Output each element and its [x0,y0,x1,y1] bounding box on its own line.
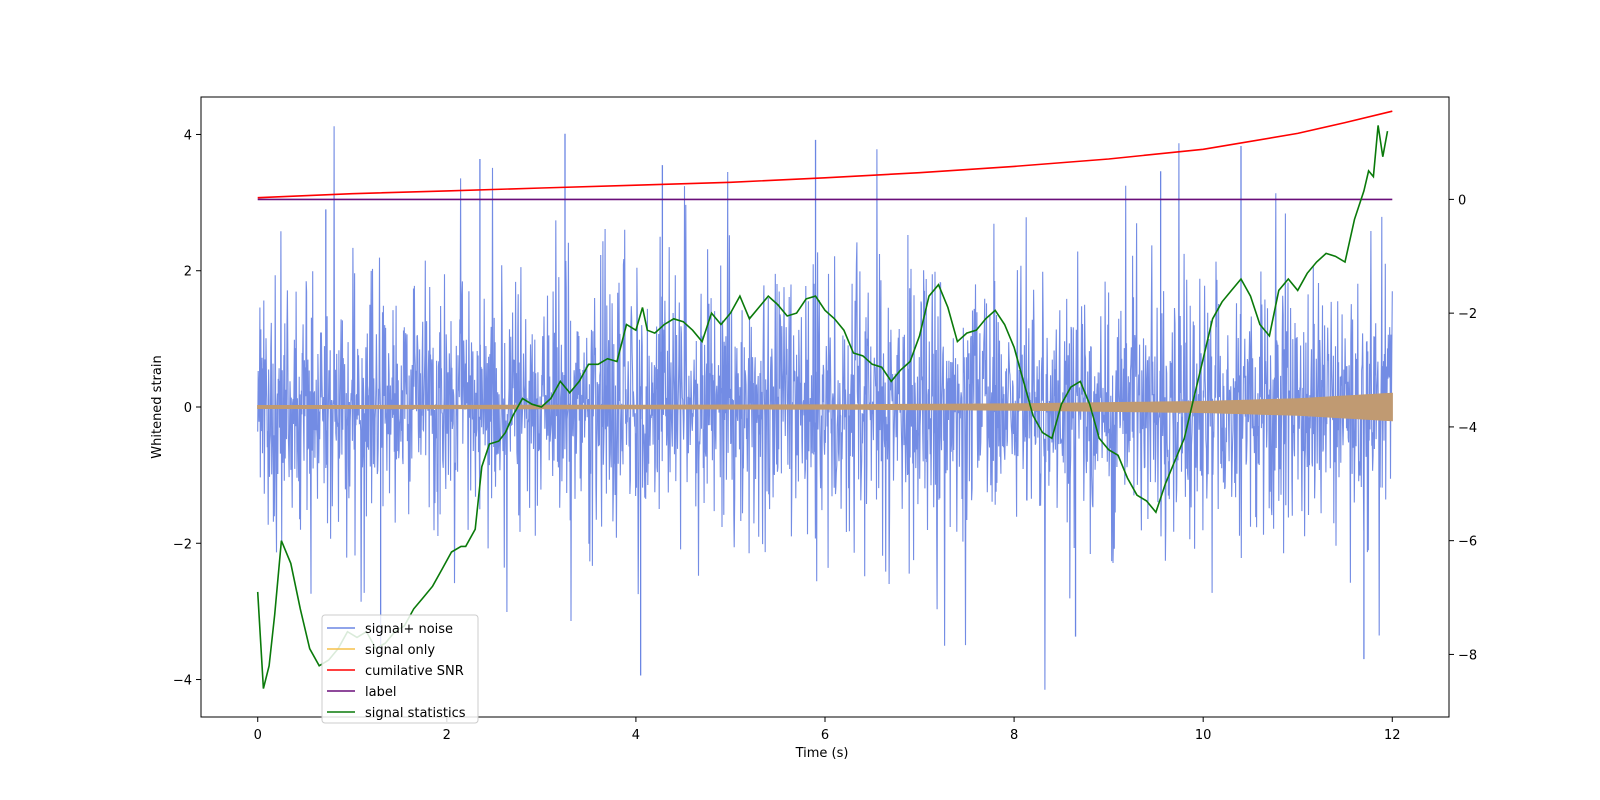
legend-label: signal statistics [365,706,466,721]
y-axis-right: −8 −6 −4 −2 0 [1449,193,1477,663]
y-axis-label: Whitened strain [150,355,165,458]
signal-only-layer [257,392,1393,422]
x-tick-label: 10 [1195,728,1212,743]
legend-label: cumilative SNR [365,664,464,679]
x-tick-label: 4 [632,728,640,743]
x-tick-label: 6 [821,728,829,743]
noise-band-layer [257,126,1393,690]
y2-tick-label: −2 [1458,307,1477,322]
legend-label: label [365,685,396,700]
y2-tick-label: −6 [1458,535,1477,550]
y-axis-left: −4 −2 0 2 4 [173,128,201,689]
x-axis: 0 2 4 6 8 10 12 [254,717,1401,743]
x-tick-label: 8 [1010,728,1018,743]
y2-tick-label: −4 [1458,421,1477,436]
x-tick-label: 2 [443,728,451,743]
series-line-signal-plus-noise [257,126,1393,690]
legend-label: signal+ noise [365,622,453,637]
y-tick-label: 0 [184,401,192,416]
y-tick-label: −4 [173,674,192,689]
series-layer [256,110,1393,689]
series-line-cumilative-snr [257,110,1393,199]
y-tick-label: 4 [184,128,192,143]
y-tick-label: −2 [173,537,192,552]
legend-label: signal only [365,643,435,658]
legend-box [321,614,479,724]
series-line-signal-only [257,392,1393,422]
x-tick-label: 0 [254,728,262,743]
x-tick-label: 12 [1384,728,1401,743]
x-axis-label: Time (s) [795,746,849,761]
series-line-signal-statistics [256,125,1389,689]
y-tick-label: 2 [184,265,192,280]
y2-tick-label: 0 [1458,193,1466,208]
y2-tick-label: −8 [1458,648,1477,663]
legend: signal+ noise signal only cumilative SNR la… [321,614,479,724]
